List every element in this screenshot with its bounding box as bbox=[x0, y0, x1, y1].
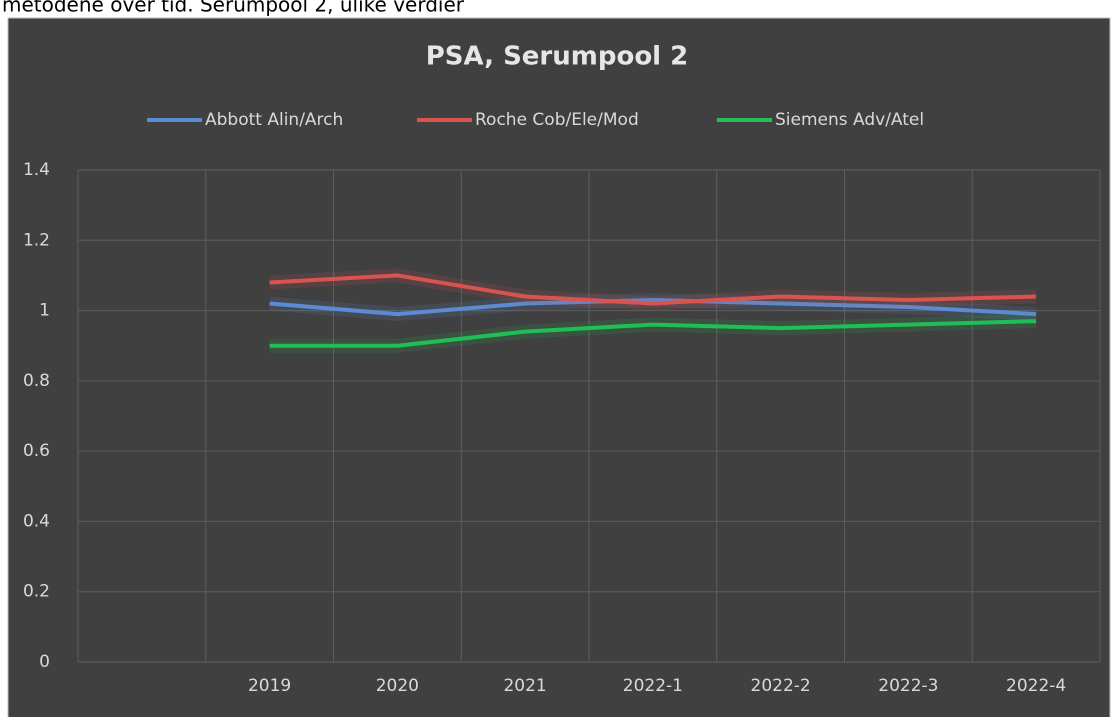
series-line bbox=[269, 298, 1037, 317]
x-tick-label: 2022-1 bbox=[623, 676, 683, 696]
y-tick-label: 0.8 bbox=[23, 371, 50, 391]
x-tick-label: 2021 bbox=[503, 676, 546, 696]
caption: metodene over tid. Serumpool 2, ulike ve… bbox=[2, 0, 465, 17]
series-line bbox=[269, 319, 1037, 348]
y-tick-label: 1.2 bbox=[23, 230, 50, 250]
y-tick-label: 1.4 bbox=[23, 160, 50, 180]
y-tick-label: 0 bbox=[39, 652, 50, 672]
x-tick-label: 2022-4 bbox=[1006, 676, 1066, 696]
y-tick-label: 1 bbox=[39, 301, 50, 321]
x-tick-label: 2019 bbox=[248, 676, 291, 696]
legend-label: Roche Cob/Ele/Mod bbox=[475, 110, 639, 130]
x-tick-label: 2020 bbox=[376, 676, 419, 696]
series-line bbox=[269, 273, 1037, 306]
legend-label: Siemens Adv/Atel bbox=[775, 110, 924, 130]
x-tick-label: 2022-3 bbox=[878, 676, 938, 696]
chart-background bbox=[7, 17, 1111, 717]
y-tick-label: 0.6 bbox=[23, 441, 50, 461]
x-tick-label: 2022-2 bbox=[751, 676, 811, 696]
y-tick-label: 0.4 bbox=[23, 511, 50, 531]
chart-title: PSA, Serumpool 2 bbox=[426, 42, 689, 72]
legend-label: Abbott Alin/Arch bbox=[205, 110, 343, 130]
y-tick-label: 0.2 bbox=[23, 582, 50, 602]
